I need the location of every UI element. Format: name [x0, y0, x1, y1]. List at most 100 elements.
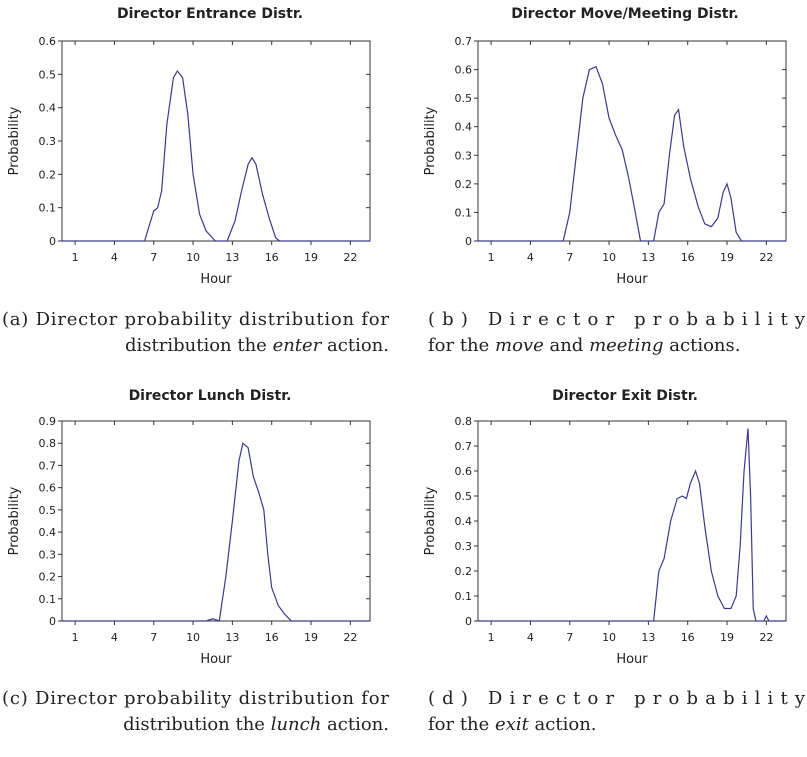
y-tick-label: 0.4: [455, 515, 473, 528]
caption-line: (c) Director probability distribution fo…: [2, 688, 389, 709]
y-tick-label: 0.1: [39, 202, 57, 215]
data-line: [478, 65, 786, 242]
x-tick-label: 19: [720, 631, 734, 644]
y-tick-label: 0.3: [39, 135, 57, 148]
y-tick-label: 0.5: [39, 504, 57, 517]
x-tick-label: 16: [681, 251, 695, 264]
chart-title: Director Entrance Distr.: [117, 6, 303, 22]
y-tick-label: 0: [465, 235, 472, 248]
caption-line: for the exit action.: [428, 714, 597, 735]
y-tick-label: 0.2: [455, 178, 473, 191]
x-tick-label: 10: [186, 251, 200, 264]
x-axis-label: Hour: [616, 652, 648, 667]
x-tick-label: 19: [720, 251, 734, 264]
y-tick-label: 0.4: [39, 102, 57, 115]
y-tick-label: 0: [49, 235, 56, 248]
y-tick-label: 0.8: [39, 437, 57, 450]
y-tick-label: 0.5: [455, 92, 473, 105]
caption-text: distribution the: [123, 714, 271, 735]
x-tick-label: 10: [602, 251, 616, 264]
caption-line: (d) Director probability: [428, 688, 806, 709]
plot-frame: [477, 420, 787, 622]
x-tick-label: 4: [111, 631, 118, 644]
x-tick-label: 22: [343, 251, 357, 264]
y-tick-label: 0.2: [455, 565, 473, 578]
y-tick-label: 0: [465, 615, 472, 628]
caption-line: for the move and meeting actions.: [428, 335, 740, 356]
x-tick-label: 16: [681, 631, 695, 644]
caption-text: for the: [428, 335, 495, 356]
y-tick-label: 0.3: [39, 548, 57, 561]
y-tick-label: 0: [49, 615, 56, 628]
x-tick-label: 13: [225, 251, 239, 264]
x-tick-label: 1: [72, 631, 79, 644]
y-tick-label: 0.1: [39, 593, 57, 606]
y-tick-label: 0.8: [455, 415, 473, 428]
x-tick-label: 13: [641, 251, 655, 264]
data-line: [62, 69, 370, 242]
caption-text: (b) Director probability: [428, 309, 806, 330]
y-tick-label: 0.2: [39, 168, 57, 181]
x-tick-label: 16: [265, 251, 279, 264]
y-tick-label: 0.7: [39, 459, 57, 472]
caption-text: action.: [321, 335, 389, 356]
y-axis-label: Probability: [423, 486, 438, 555]
caption-text: (c) Director probability distribution fo…: [2, 688, 389, 709]
caption-text: (a) Director probability distribution fo…: [2, 309, 389, 330]
x-axis-label: Hour: [200, 652, 232, 667]
x-tick-label: 22: [759, 631, 773, 644]
chart-title: Director Exit Distr.: [552, 388, 698, 404]
caption-text: actions.: [664, 335, 741, 356]
y-axis-label: Probability: [423, 106, 438, 175]
x-tick-label: 22: [343, 631, 357, 644]
x-tick-label: 7: [566, 631, 573, 644]
plot-frame: [61, 420, 371, 622]
chart-title: Director Move/Meeting Distr.: [511, 6, 738, 22]
y-tick-label: 0.1: [455, 206, 473, 219]
caption-text: and: [544, 335, 589, 356]
y-tick-label: 0.6: [455, 64, 473, 77]
x-tick-label: 4: [527, 251, 534, 264]
caption-line: distribution the enter action.: [125, 335, 389, 356]
y-tick-label: 0.7: [455, 35, 473, 48]
x-tick-label: 10: [186, 631, 200, 644]
x-tick-label: 22: [759, 251, 773, 264]
y-tick-label: 0.9: [39, 415, 57, 428]
caption-text: move: [495, 335, 544, 356]
x-tick-label: 13: [641, 631, 655, 644]
y-tick-label: 0.2: [39, 571, 57, 584]
x-tick-label: 4: [527, 631, 534, 644]
y-tick-label: 0.6: [39, 35, 57, 48]
y-tick-label: 0.1: [455, 590, 473, 603]
y-tick-label: 0.5: [455, 490, 473, 503]
x-tick-label: 4: [111, 251, 118, 264]
x-tick-label: 13: [225, 631, 239, 644]
y-tick-label: 0.4: [39, 526, 57, 539]
plot-frame: [477, 40, 787, 242]
x-tick-label: 1: [488, 631, 495, 644]
caption-text: exit: [495, 714, 530, 735]
caption-text: enter: [273, 335, 323, 356]
plot-frame: [61, 40, 371, 242]
chart-title: Director Lunch Distr.: [129, 388, 292, 404]
x-axis-label: Hour: [200, 272, 232, 287]
y-tick-label: 0.6: [455, 465, 473, 478]
caption-text: meeting: [589, 335, 663, 356]
y-tick-label: 0.5: [39, 68, 57, 81]
x-tick-label: 19: [304, 251, 318, 264]
y-tick-label: 0.6: [39, 482, 57, 495]
caption-line: distribution the lunch action.: [123, 714, 389, 735]
caption-text: (d) Director probability: [428, 688, 806, 709]
data-line: [478, 428, 786, 622]
x-tick-label: 16: [265, 631, 279, 644]
caption-text: action.: [529, 714, 597, 735]
y-tick-label: 0.4: [455, 121, 473, 134]
caption-text: action.: [321, 714, 389, 735]
data-line: [62, 442, 370, 622]
x-tick-label: 7: [150, 631, 157, 644]
x-tick-label: 19: [304, 631, 318, 644]
x-tick-label: 10: [602, 631, 616, 644]
caption-text: lunch: [271, 714, 322, 735]
y-tick-label: 0.3: [455, 149, 473, 162]
